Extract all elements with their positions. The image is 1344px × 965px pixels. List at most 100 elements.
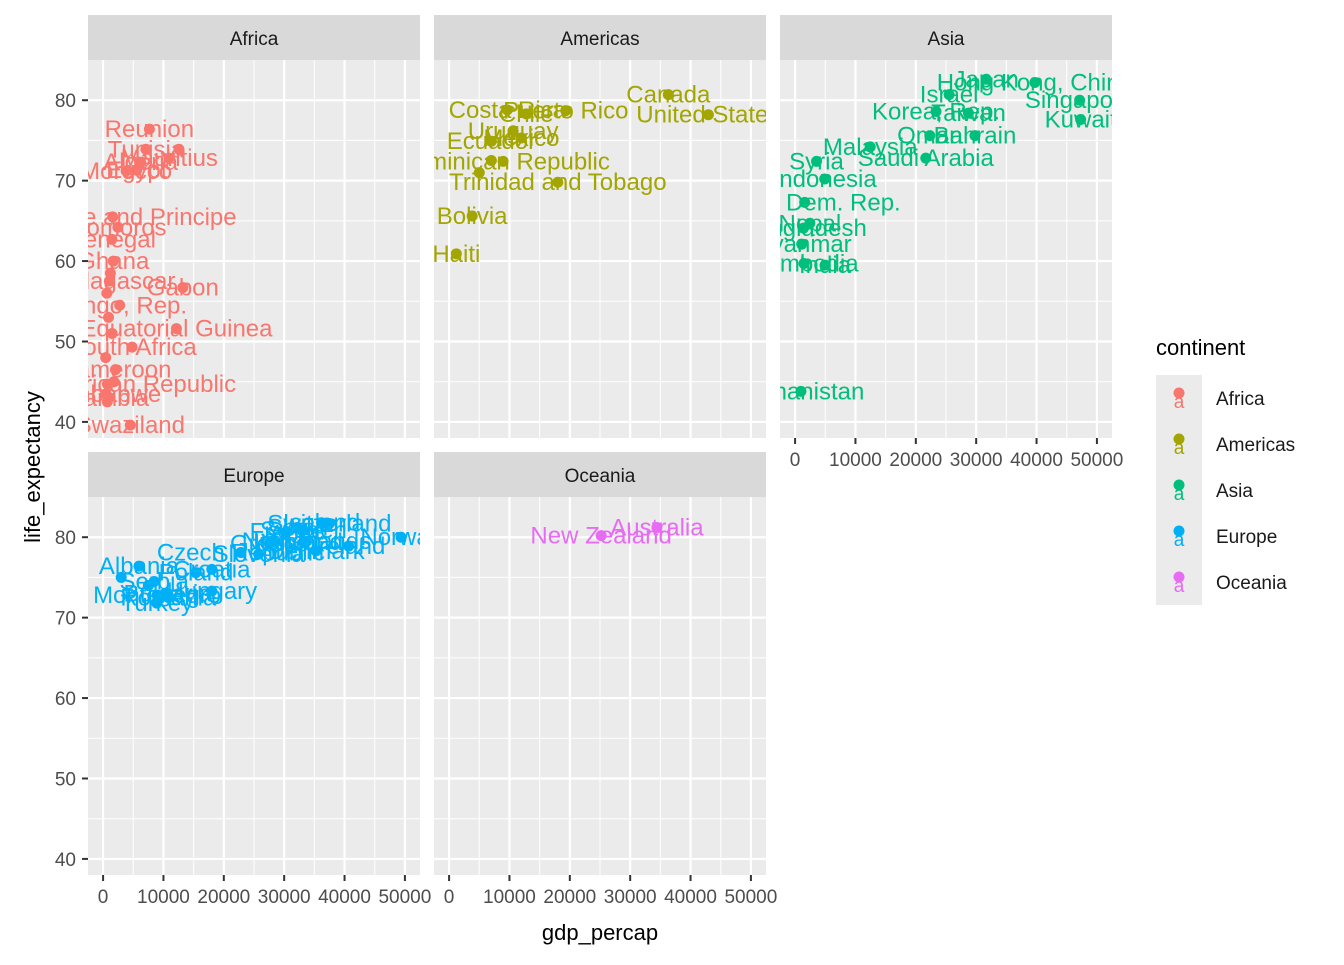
data-point [798, 257, 810, 269]
data-point [107, 255, 119, 267]
data-point [395, 531, 407, 543]
data-point [143, 123, 155, 135]
data-point [115, 571, 127, 583]
legend-key-glyph: a [1174, 392, 1185, 413]
legend-item-oceania: a Oceania [1156, 559, 1287, 605]
data-label: Canada [626, 82, 711, 109]
data-point [702, 109, 714, 121]
data-point [103, 311, 115, 323]
data-point [140, 143, 152, 155]
data-label: Saudi Arabia [858, 145, 995, 172]
data-label: Turkey [121, 590, 193, 617]
data-label: Senegal [68, 226, 156, 253]
legend-key-point [1173, 387, 1185, 399]
data-label: Zimbabwe [51, 381, 162, 408]
data-point [466, 210, 478, 222]
data-point [235, 546, 247, 558]
data-point [864, 141, 876, 153]
data-point [796, 238, 808, 250]
data-label: Swaziland [76, 412, 185, 439]
data-point [291, 522, 303, 534]
data-label: Reunion [105, 116, 194, 143]
x-tick-label: 30000 [258, 887, 311, 908]
legend-item-label: Europe [1216, 527, 1277, 548]
data-label: Indonesia [773, 166, 878, 193]
facet-strip-label: Americas [560, 29, 639, 50]
legend-key-glyph: a [1174, 576, 1185, 597]
facet-strip [780, 15, 1112, 60]
data-point [450, 248, 462, 260]
legend-item-americas: a Americas [1156, 421, 1295, 467]
data-label: Costa Rica [449, 97, 567, 124]
data-point [170, 323, 182, 335]
data-label: Haiti [432, 241, 480, 268]
data-label: Hong Kong, China [937, 70, 1134, 97]
data-point [819, 173, 831, 185]
facet-strip [434, 15, 766, 60]
data-label: Bahrain [934, 123, 1017, 150]
data-label: Korea, Dem. Rep. [709, 189, 901, 216]
data-point [501, 104, 513, 116]
data-label: Dominican Republic [396, 148, 609, 175]
data-label: Singapore [1025, 87, 1134, 114]
data-label: Bangladesh [740, 215, 867, 242]
x-tick-label: 10000 [137, 887, 190, 908]
x-tick-label: 10000 [829, 450, 882, 471]
data-point [811, 155, 823, 167]
data-label: Poland [159, 560, 234, 587]
data-label: Bulgaria [124, 581, 213, 608]
data-label: Iceland [283, 510, 360, 537]
data-label: Norway [360, 524, 441, 551]
data-point [315, 517, 327, 529]
x-tick-label: 50000 [724, 887, 777, 908]
data-label: Czech Republic [157, 539, 325, 566]
data-point [485, 135, 497, 147]
x-tick-label: 40000 [318, 887, 371, 908]
facet-strip-label: Africa [230, 29, 279, 50]
data-label: Serbia [119, 568, 189, 595]
y-tick-label: 80 [55, 528, 76, 549]
data-point [142, 579, 154, 591]
data-point [473, 167, 485, 179]
data-point [112, 221, 124, 233]
data-point [163, 152, 175, 164]
data-point [281, 526, 293, 538]
y-tick-label: 80 [55, 91, 76, 112]
x-tick-label: 0 [790, 450, 801, 471]
data-label: Ireland [312, 533, 385, 560]
data-point [297, 536, 309, 548]
data-label: Ecuador [447, 128, 536, 155]
data-label: Madagascar [43, 268, 175, 295]
legend-key-point [1173, 525, 1185, 537]
data-point [177, 282, 189, 294]
data-point [131, 164, 143, 176]
data-label: Sao Tome and Principe [0, 204, 237, 231]
data-label: Myanmar [752, 231, 852, 258]
legend-key-point [1173, 571, 1185, 583]
facet-strip [88, 15, 420, 60]
y-tick-label: 40 [55, 850, 76, 871]
data-label: Denmark [267, 538, 365, 565]
data-point [343, 540, 355, 552]
data-label: Algeria [103, 149, 178, 176]
data-point [819, 259, 831, 271]
data-label: France [250, 519, 325, 546]
data-point [104, 267, 116, 279]
data-point [943, 89, 955, 101]
data-label: Croatia [173, 556, 251, 583]
legend: continent a Africa a Americas a Asia a Europe a O… [1156, 335, 1295, 605]
data-point [106, 327, 118, 339]
data-label: Netherlands [242, 528, 371, 555]
data-label: Spain [267, 515, 328, 542]
data-label: Japan [954, 66, 1019, 93]
data-label: Gabon [147, 275, 219, 302]
data-point [101, 287, 113, 299]
data-label: India [799, 252, 852, 279]
x-tick-label: 50000 [1070, 450, 1123, 471]
y-tick-label: 60 [55, 689, 76, 710]
data-point [190, 567, 202, 579]
data-point [107, 211, 119, 223]
